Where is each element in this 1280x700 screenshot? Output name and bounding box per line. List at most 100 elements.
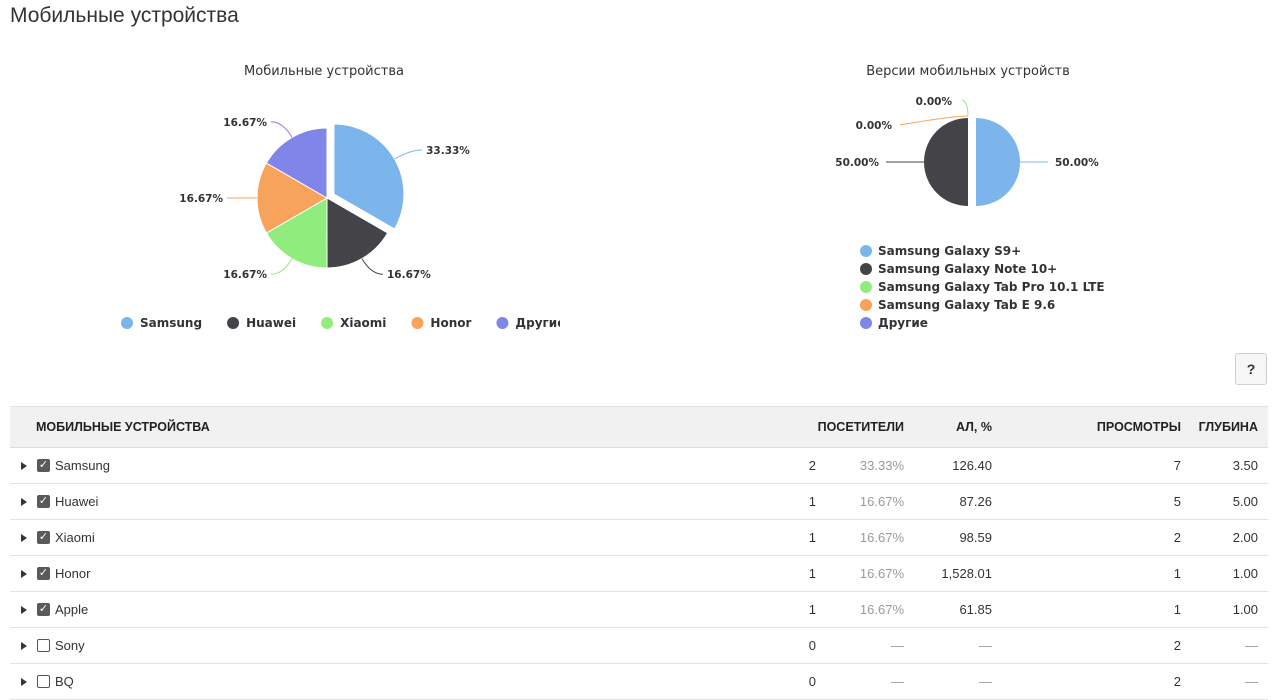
visitors-value: 1 bbox=[808, 566, 816, 581]
depth-value: 3.50 bbox=[1232, 458, 1258, 473]
depth-value: — bbox=[1245, 638, 1258, 653]
legend-label: Samsung Galaxy S9+ bbox=[878, 244, 1021, 258]
al-value: 87.26 bbox=[959, 494, 992, 509]
header-views[interactable]: ПРОСМОТРЫ bbox=[1096, 420, 1181, 434]
expand-caret-icon[interactable] bbox=[21, 498, 27, 506]
expand-caret-icon[interactable] bbox=[21, 642, 27, 650]
device-name: Apple bbox=[55, 602, 89, 617]
al-value: 1,528.01 bbox=[941, 566, 992, 581]
row-checkbox[interactable]: ✓ bbox=[37, 567, 50, 580]
depth-value: 1.00 bbox=[1232, 566, 1258, 581]
visitors-percent: 16.67% bbox=[859, 494, 904, 509]
visitors-percent: 16.67% bbox=[859, 566, 904, 581]
row-checkbox[interactable]: ✓ bbox=[37, 531, 50, 544]
versions-label-samsung-galaxy-note-10: 50.00% bbox=[835, 157, 879, 169]
views-value: 2 bbox=[1173, 530, 1181, 545]
devices-label-xiaomi: 16.67% bbox=[223, 269, 267, 281]
row-checkbox[interactable]: ✓ bbox=[37, 459, 50, 472]
devices-slice-honor[interactable] bbox=[256, 162, 328, 234]
device-name: Huawei bbox=[55, 494, 99, 509]
legend-marker bbox=[411, 317, 424, 329]
devices-legend-item-другие[interactable]: Другие bbox=[496, 316, 560, 330]
versions-connector-samsung-galaxy-tab-e-9-6 bbox=[899, 115, 969, 126]
devices-label-другие: 16.67% bbox=[223, 117, 267, 129]
views-value: 2 bbox=[1173, 638, 1181, 653]
row-checkbox[interactable] bbox=[37, 639, 50, 652]
legend-marker bbox=[860, 263, 872, 275]
expand-caret-icon[interactable] bbox=[21, 606, 27, 614]
versions-slice-samsung-galaxy-note-10[interactable] bbox=[924, 118, 968, 206]
table-row[interactable]: ✓ Huawei 1 16.67% 87.26 5 5.00 bbox=[10, 484, 1268, 520]
depth-value: — bbox=[1245, 674, 1258, 689]
table-header: МОБИЛЬНЫЕ УСТРОЙСТВА ПОСЕТИТЕЛИ АЛ, % ПР… bbox=[10, 406, 1268, 448]
row-checkbox[interactable] bbox=[37, 675, 50, 688]
device-name: BQ bbox=[55, 674, 74, 689]
legend-marker bbox=[496, 317, 509, 329]
legend-label: Samsung Galaxy Tab E 9.6 bbox=[878, 298, 1055, 312]
visitors-percent: 16.67% bbox=[859, 602, 904, 617]
depth-value: 5.00 bbox=[1232, 494, 1258, 509]
devices-connector-xiaomi bbox=[270, 258, 293, 275]
legend-label: Другие bbox=[878, 316, 928, 330]
devices-legend-item-huawei[interactable]: Huawei bbox=[227, 316, 296, 330]
legend-label: Samsung Galaxy Tab Pro 10.1 LTE bbox=[878, 280, 1105, 294]
devices-table: МОБИЛЬНЫЕ УСТРОЙСТВА ПОСЕТИТЕЛИ АЛ, % ПР… bbox=[10, 406, 1268, 700]
visitors-percent: 16.67% bbox=[859, 530, 904, 545]
versions-legend-item-samsung-galaxy-tab-e-9-6[interactable]: Samsung Galaxy Tab E 9.6 bbox=[860, 298, 1055, 312]
help-button[interactable]: ? bbox=[1235, 353, 1267, 385]
page-title: Мобильные устройства bbox=[10, 4, 239, 27]
device-name: Samsung bbox=[55, 458, 110, 473]
depth-value: 1.00 bbox=[1232, 602, 1258, 617]
header-visitors[interactable]: ПОСЕТИТЕЛИ bbox=[817, 420, 904, 434]
table-row[interactable]: ✓ Samsung 2 33.33% 126.40 7 3.50 bbox=[10, 448, 1268, 484]
table-row[interactable]: BQ 0 — — 2 — bbox=[10, 664, 1268, 700]
versions-legend-item-другие[interactable]: Другие bbox=[860, 316, 928, 330]
visitors-value: 2 bbox=[808, 458, 816, 473]
devices-slice-xiaomi[interactable] bbox=[265, 197, 328, 269]
table-row[interactable]: ✓ Xiaomi 1 16.67% 98.59 2 2.00 bbox=[10, 520, 1268, 556]
expand-caret-icon[interactable] bbox=[21, 678, 27, 686]
versions-slice-samsung-galaxy-s9[interactable] bbox=[976, 118, 1020, 206]
legend-marker bbox=[860, 317, 872, 329]
row-checkbox[interactable]: ✓ bbox=[37, 495, 50, 508]
devices-legend-item-honor[interactable]: Honor bbox=[411, 316, 471, 330]
row-checkbox[interactable]: ✓ bbox=[37, 603, 50, 616]
legend-marker bbox=[321, 317, 334, 329]
views-value: 1 bbox=[1173, 602, 1181, 617]
expand-caret-icon[interactable] bbox=[21, 534, 27, 542]
devices-legend-item-xiaomi[interactable]: Xiaomi bbox=[321, 316, 386, 330]
versions-legend-item-samsung-galaxy-note-10[interactable]: Samsung Galaxy Note 10+ bbox=[860, 262, 1057, 276]
header-al[interactable]: АЛ, % bbox=[955, 420, 992, 434]
visitors-percent: — bbox=[891, 638, 904, 653]
devices-slice-huawei[interactable] bbox=[326, 197, 389, 269]
header-devices[interactable]: МОБИЛЬНЫЕ УСТРОЙСТВА bbox=[36, 420, 210, 434]
devices-legend-item-samsung[interactable]: Samsung bbox=[121, 316, 202, 330]
header-depth[interactable]: ГЛУБИНА bbox=[1198, 420, 1258, 434]
al-value: — bbox=[979, 674, 992, 689]
legend-marker bbox=[860, 245, 872, 257]
views-value: 2 bbox=[1173, 674, 1181, 689]
visitors-percent: 33.33% bbox=[859, 458, 904, 473]
versions-label-samsung-galaxy-tab-e-9-6: 0.00% bbox=[856, 120, 893, 132]
legend-label: Samsung bbox=[140, 316, 202, 330]
versions-label-samsung-galaxy-s9: 50.00% bbox=[1055, 157, 1099, 169]
table-row[interactable]: ✓ Apple 1 16.67% 61.85 1 1.00 bbox=[10, 592, 1268, 628]
versions-label-samsung-galaxy-tab-pro-10-1-lte: 0.00% bbox=[916, 96, 953, 108]
legend-marker bbox=[121, 317, 133, 329]
legend-label: Samsung Galaxy Note 10+ bbox=[878, 262, 1057, 276]
visitors-percent: — bbox=[891, 674, 904, 689]
devices-connector-huawei bbox=[361, 258, 384, 275]
views-value: 7 bbox=[1173, 458, 1181, 473]
expand-caret-icon[interactable] bbox=[21, 462, 27, 470]
al-value: 61.85 bbox=[959, 602, 992, 617]
versions-legend-item-samsung-galaxy-tab-pro-10-1-lte[interactable]: Samsung Galaxy Tab Pro 10.1 LTE bbox=[860, 280, 1105, 294]
table-row[interactable]: ✓ Honor 1 16.67% 1,528.01 1 1.00 bbox=[10, 556, 1268, 592]
views-value: 5 bbox=[1173, 494, 1181, 509]
versions-legend-item-samsung-galaxy-s9[interactable]: Samsung Galaxy S9+ bbox=[860, 244, 1021, 258]
al-value: — bbox=[979, 638, 992, 653]
devices-slice-другие[interactable] bbox=[265, 127, 328, 199]
al-value: 98.59 bbox=[959, 530, 992, 545]
legend-label: Другие bbox=[515, 316, 560, 330]
table-row[interactable]: Sony 0 — — 2 — bbox=[10, 628, 1268, 664]
expand-caret-icon[interactable] bbox=[21, 570, 27, 578]
